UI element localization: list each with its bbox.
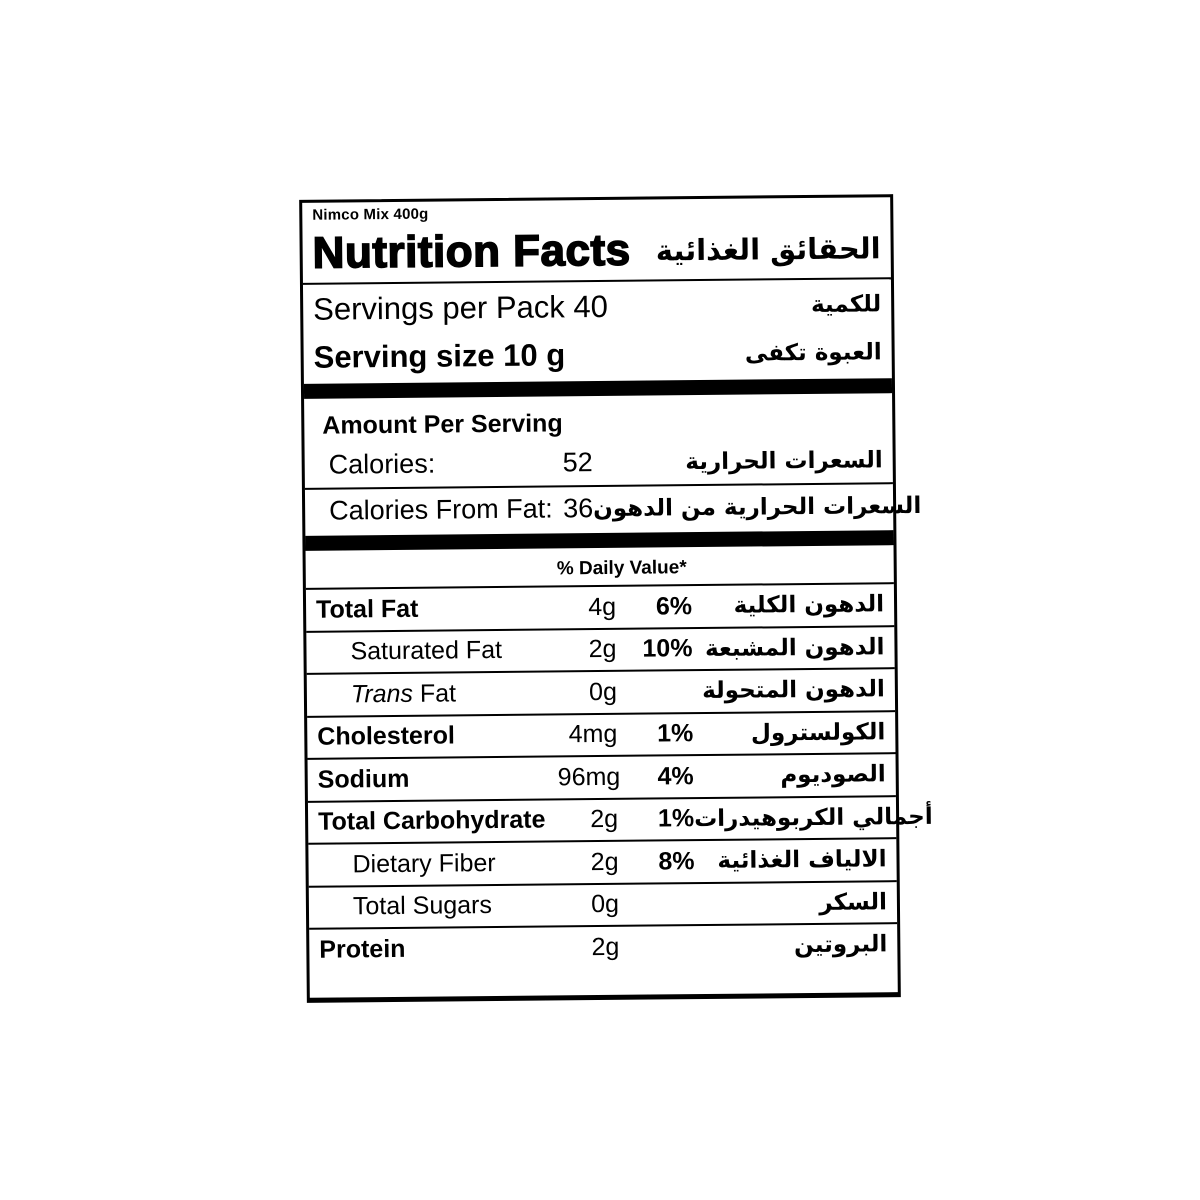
nutrition-facts-label: Nimco Mix 400g Nutrition Facts الحقائق ا…	[299, 194, 933, 1003]
nutrient-amount: 2g	[591, 932, 620, 961]
nutrient-arabic: الدهون المتحولة	[702, 676, 886, 705]
calories-from-fat-arabic: السعرات الحرارية من الدهون	[593, 492, 922, 522]
nutrient-arabic: الدهون المشبعة	[704, 634, 885, 662]
nutrient-daily-value	[619, 946, 695, 947]
nutrient-amount: 4mg	[568, 720, 618, 749]
nutrient-daily-value: 10%	[642, 634, 693, 663]
divider-thick	[305, 530, 894, 551]
title-row: Nutrition Facts الحقائق الغذائية	[312, 219, 881, 282]
servings-per-pack-label: Servings per Pack 40	[313, 288, 609, 327]
nutrient-amount: 96mg	[557, 762, 621, 792]
trans-italic: Trans	[350, 679, 414, 709]
nutrient-table: Total Fat 4g 6% الدهون الكلية Saturated …	[305, 582, 933, 971]
nutrient-amount: 2g	[590, 805, 619, 834]
divider-thick	[303, 378, 893, 399]
calories-row: Calories: 52 السعرات الحرارية	[314, 437, 883, 487]
table-row-trans-fat: Trans Fat 0g الدهون المتحولة	[306, 667, 896, 716]
nutrient-daily-value	[619, 904, 695, 905]
table-row-total-fat: Total Fat 4g 6% الدهون الكلية	[305, 582, 895, 631]
servings-per-pack-arabic: للكمية	[810, 291, 882, 318]
nutrient-name: Protein	[319, 934, 406, 964]
daily-value-heading: % Daily Value*	[556, 557, 687, 580]
calories-from-fat-value: 36	[562, 493, 594, 524]
nutrient-name: Total Carbohydrate	[317, 805, 546, 836]
nutrient-arabic: أجمالي الكربوهيدرات	[693, 803, 933, 832]
nutrient-name: Total Sugars	[352, 891, 493, 921]
nutrient-amount: 2g	[590, 847, 619, 876]
serving-size-row: Serving size 10 g العبوة تكفى	[313, 329, 882, 380]
table-row-protein: Protein 2g البروتين	[309, 922, 898, 971]
nutrient-name: Total Fat	[315, 594, 419, 624]
title-arabic: الحقائق الغذائية	[655, 231, 881, 268]
calories-arabic: السعرات الحرارية	[685, 446, 883, 475]
nutrient-arabic: السكر	[819, 889, 888, 916]
nutrient-arabic: الدهون الكلية	[733, 591, 885, 619]
nutrient-amount: 0g	[590, 890, 620, 919]
nutrient-arabic: الصوديوم	[780, 761, 886, 789]
nutrient-amount: 4g	[588, 592, 617, 621]
title-english: Nutrition Facts	[312, 225, 632, 279]
nutrient-daily-value: 6%	[655, 591, 693, 621]
servings-per-pack-row: Servings per Pack 40 للكمية	[313, 279, 881, 334]
nutrient-arabic: الكولسترول	[750, 719, 886, 747]
nutrient-name: Saturated Fat	[350, 636, 503, 666]
nutrient-amount: 0g	[588, 677, 618, 706]
serving-size-arabic: العبوة تكفى	[744, 339, 882, 367]
trans-rest: Fat	[419, 679, 457, 708]
table-row-total-carbohydrate: Total Carbohydrate 2g 1% أجمالي الكربوهي…	[307, 794, 933, 843]
calories-from-fat-label: Calories From Fat:	[328, 493, 553, 526]
nutrient-daily-value: 8%	[658, 846, 695, 876]
table-row-dietary-fiber: Dietary Fiber 2g 8% الالياف الغذائية	[308, 837, 897, 886]
nutrient-arabic: البروتين	[793, 931, 888, 959]
table-row-cholesterol: Cholesterol 4mg 1% الكولسترول	[307, 709, 896, 758]
table-row-sodium: Sodium 96mg 4% الصوديوم	[307, 752, 896, 801]
nutrient-daily-value: 4%	[657, 761, 694, 791]
nutrient-daily-value: 1%	[657, 804, 695, 833]
serving-size-label: Serving size 10 g	[313, 337, 566, 375]
nutrient-name: Cholesterol	[317, 721, 455, 751]
table-row-total-sugars: Total Sugars 0g السكر	[308, 879, 898, 928]
nutrient-daily-value: 1%	[657, 719, 694, 748]
nutrient-name: Sodium	[317, 764, 410, 794]
calories-label: Calories:	[328, 448, 436, 480]
nutrient-daily-value	[617, 691, 693, 692]
amount-per-serving-heading: Amount Per Serving	[322, 409, 563, 440]
calories-value: 52	[562, 447, 593, 478]
nutrient-name: Trans Fat	[317, 678, 557, 709]
nutrient-arabic: الالياف الغذائية	[717, 846, 887, 875]
table-row-saturated-fat: Saturated Fat 2g 10% الدهون المشبعة	[306, 624, 895, 673]
nutrient-amount: 2g	[588, 635, 617, 664]
nutrient-name: Dietary Fiber	[352, 848, 496, 879]
calories-from-fat-row: Calories From Fat: 36 السعرات الحرارية م…	[315, 484, 921, 532]
